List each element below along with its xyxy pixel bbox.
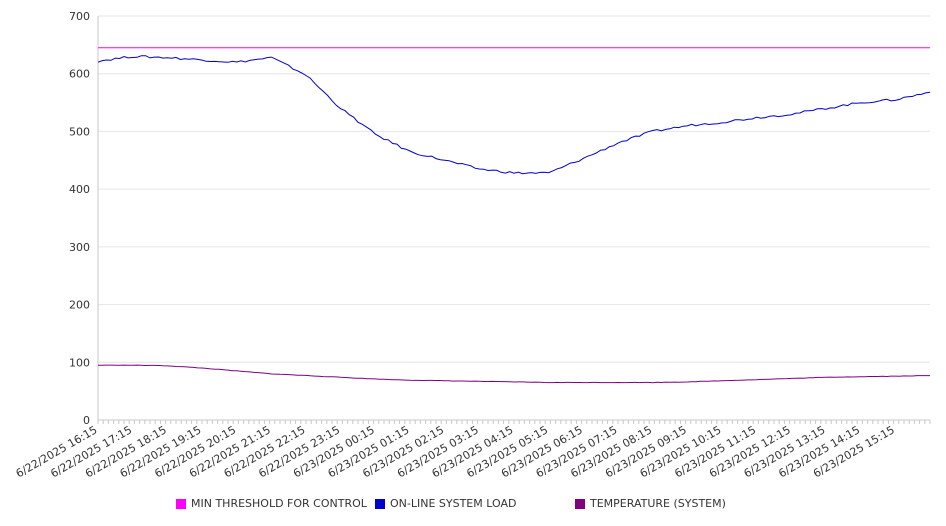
x-axis-ticks: 6/22/2025 16:156/22/2025 17:156/22/2025 …: [14, 423, 897, 480]
series-lines: [97, 47, 931, 384]
axes: [97, 16, 931, 424]
y-tick-label: 700: [69, 10, 90, 23]
series-line-temperature-system: [98, 364, 930, 384]
y-tick-label: 0: [83, 414, 90, 427]
legend-label-threshold: MIN THRESHOLD FOR CONTROL: [191, 497, 367, 510]
legend-swatch-temperature: [575, 498, 585, 509]
gridlines: [98, 15, 930, 363]
y-axis-ticks: 0 100 200 300 400 500 600 700: [69, 10, 90, 427]
legend: MIN THRESHOLD FOR CONTROL ON-LINE SYSTEM…: [0, 497, 946, 515]
y-tick-label: 100: [69, 356, 90, 369]
y-tick-label: 500: [69, 125, 90, 138]
legend-label-system-load: ON-LINE SYSTEM LOAD: [390, 497, 517, 510]
legend-swatch-system-load: [375, 498, 385, 509]
legend-item-temperature[interactable]: TEMPERATURE (SYSTEM): [575, 497, 726, 510]
legend-swatch-threshold: [176, 498, 186, 509]
legend-item-threshold[interactable]: MIN THRESHOLD FOR CONTROL: [176, 497, 367, 510]
y-tick-label: 200: [69, 299, 90, 312]
legend-item-system-load[interactable]: ON-LINE SYSTEM LOAD: [375, 497, 516, 510]
y-tick-label: 400: [69, 183, 90, 196]
y-tick-label: 300: [69, 241, 90, 254]
series-line-on-line-system-load: [97, 55, 931, 175]
y-tick-label: 600: [69, 68, 90, 81]
legend-label-temperature: TEMPERATURE (SYSTEM): [590, 497, 726, 510]
